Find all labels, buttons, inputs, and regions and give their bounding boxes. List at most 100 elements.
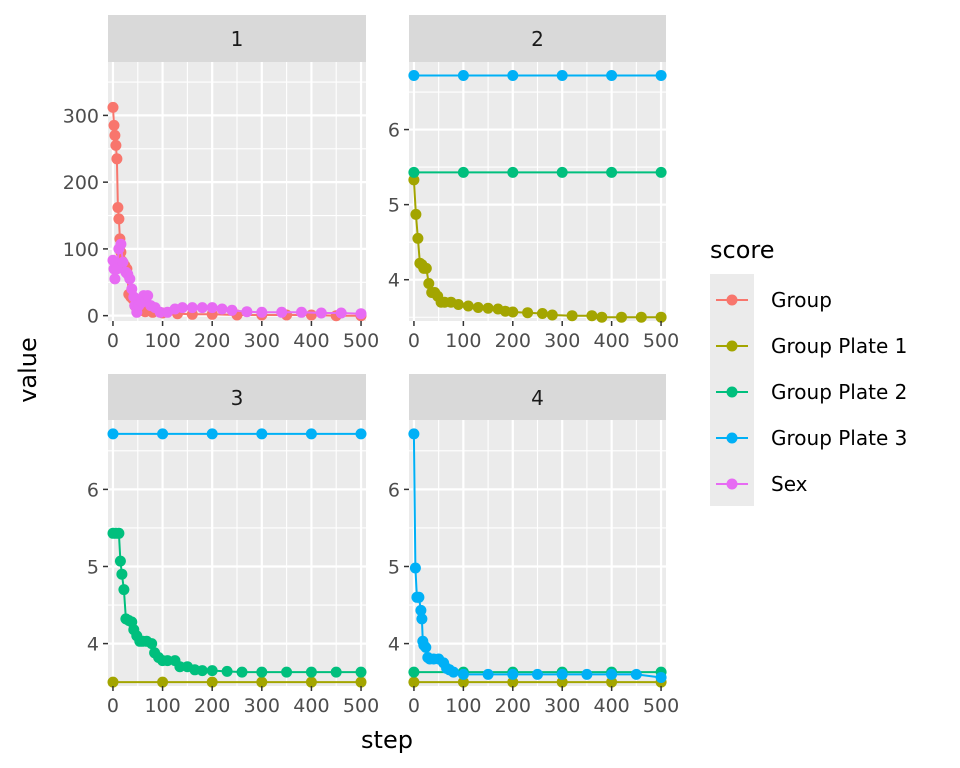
y-tick-label: 300	[63, 105, 99, 127]
data-point	[157, 676, 169, 688]
data-point	[355, 666, 367, 678]
y-tick-label: 4	[388, 270, 400, 292]
x-tick-label: 400	[293, 695, 329, 717]
data-point	[355, 428, 367, 440]
legend-title: score	[710, 236, 775, 264]
data-point	[335, 307, 347, 319]
data-point	[566, 310, 578, 322]
series-group-plate-2	[107, 527, 367, 678]
data-point	[226, 304, 238, 316]
data-point	[556, 166, 568, 178]
data-point	[482, 302, 494, 314]
x-tick-label: 300	[244, 330, 280, 352]
legend-key-point	[726, 432, 738, 444]
data-point	[606, 70, 618, 81]
data-point	[556, 70, 568, 81]
x-tick-label: 0	[408, 330, 420, 352]
x-tick-label: 500	[643, 695, 679, 717]
data-point	[556, 668, 568, 680]
x-tick-label: 300	[244, 695, 280, 717]
facet-strip-label: 4	[531, 386, 544, 410]
y-tick-label: 6	[87, 479, 99, 501]
data-point	[110, 139, 122, 151]
x-tick-label: 0	[107, 330, 119, 352]
x-tick-label: 500	[343, 330, 379, 352]
facet-strip	[108, 15, 366, 62]
data-point	[355, 308, 367, 320]
data-point	[408, 70, 420, 81]
data-point	[457, 70, 469, 81]
legend-label: Group Plate 1	[771, 334, 907, 358]
data-point	[448, 666, 459, 678]
x-tick-label: 400	[293, 330, 329, 352]
legend-key-point	[726, 340, 738, 352]
data-point	[616, 311, 627, 323]
legend-entry: Sex	[716, 472, 808, 496]
data-point	[196, 665, 208, 677]
data-point	[107, 676, 119, 688]
series-group-plate-3	[408, 70, 667, 81]
data-point	[655, 70, 667, 81]
legend-label: Group Plate 2	[771, 380, 907, 404]
data-point	[532, 668, 543, 680]
data-point	[206, 665, 218, 677]
data-point	[221, 665, 233, 677]
x-tick-label: 500	[343, 695, 379, 717]
data-point	[114, 555, 126, 567]
x-tick-label: 0	[107, 695, 119, 717]
data-point	[416, 613, 428, 625]
data-point	[256, 666, 268, 678]
data-point	[124, 273, 136, 285]
data-point	[410, 208, 422, 220]
data-point	[581, 668, 593, 680]
data-point	[507, 70, 519, 81]
data-point	[507, 668, 519, 680]
data-point	[315, 307, 327, 319]
legend-entries: Group Group Plate 1 Group Plate 2 Group Pla…	[716, 288, 907, 496]
data-point	[472, 302, 484, 313]
data-point	[556, 676, 568, 688]
y-tick-label: 100	[63, 239, 99, 261]
facet-strip-label: 1	[231, 27, 244, 51]
data-point	[107, 428, 119, 440]
data-point	[355, 676, 367, 688]
legend-label: Sex	[771, 472, 808, 496]
x-tick-label: 200	[194, 330, 230, 352]
data-point	[256, 306, 268, 318]
data-point	[420, 262, 432, 274]
legend-key-point	[726, 478, 738, 490]
y-tick-label: 4	[388, 634, 400, 656]
data-point	[596, 311, 608, 323]
data-point	[408, 166, 420, 178]
data-point	[606, 166, 618, 178]
data-point	[606, 668, 618, 680]
data-point	[457, 166, 469, 178]
panel-3: 3 0 100 200 300 400 500 4 5 6	[87, 374, 379, 717]
data-point	[415, 604, 427, 616]
x-tick-label: 100	[144, 695, 180, 717]
data-point	[236, 666, 248, 678]
data-point	[146, 638, 158, 650]
series-sex	[107, 238, 367, 320]
data-point	[507, 166, 519, 178]
data-point	[108, 119, 120, 131]
data-point	[109, 129, 121, 141]
data-point	[256, 676, 268, 688]
data-point	[157, 428, 169, 440]
data-point	[112, 202, 124, 213]
facet-strip	[409, 374, 666, 420]
y-tick-label: 5	[388, 195, 400, 217]
y-tick-label: 6	[388, 479, 400, 501]
facet-strip	[409, 15, 666, 62]
data-point	[420, 641, 432, 653]
data-point	[206, 428, 218, 440]
data-point	[107, 101, 119, 113]
y-tick-label: 6	[388, 120, 400, 142]
x-tick-label: 500	[643, 330, 679, 352]
data-point	[630, 668, 642, 680]
data-point	[507, 676, 519, 688]
data-point	[412, 232, 424, 244]
data-point	[655, 672, 667, 683]
legend-key-point	[726, 294, 738, 306]
data-point	[186, 302, 198, 314]
